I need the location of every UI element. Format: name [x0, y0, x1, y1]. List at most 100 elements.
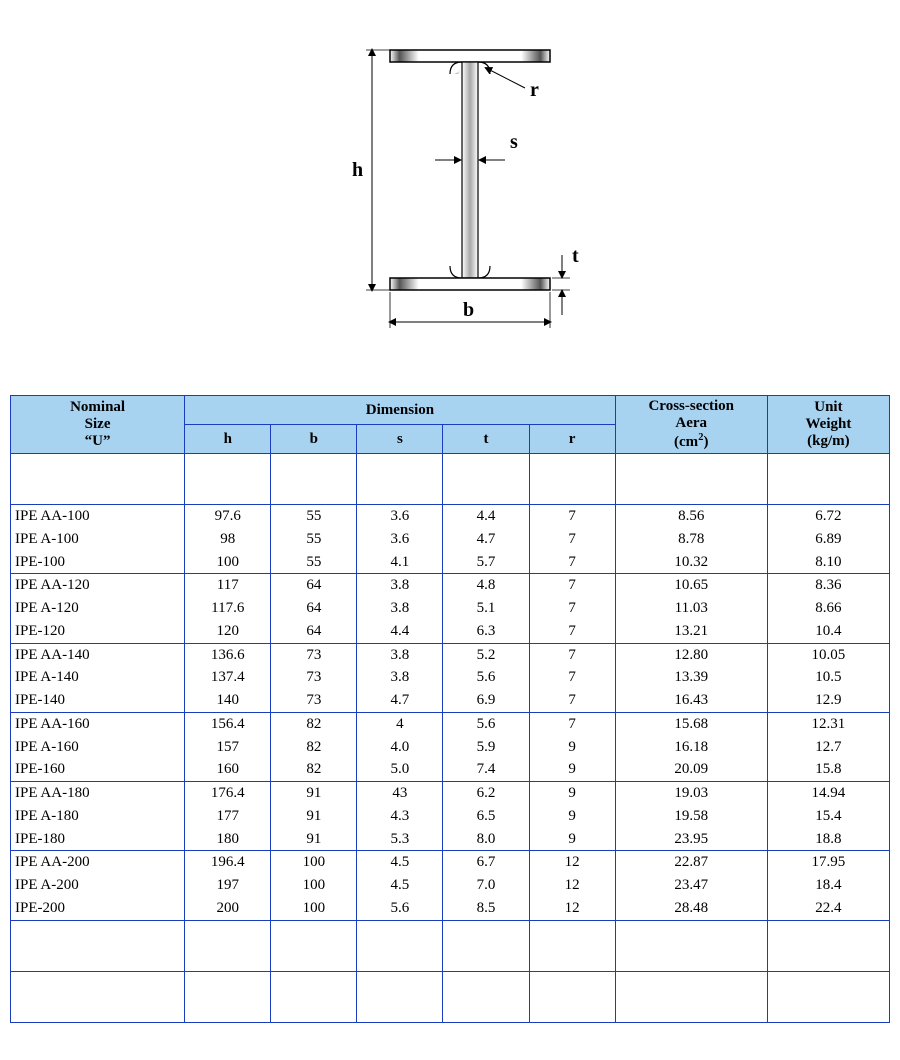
cell-area: 28.48 [615, 897, 767, 920]
cell-h: 137.4 [185, 666, 271, 689]
cell-t: 4.8 [443, 574, 529, 597]
ibeam-diagram: h b s t r [10, 10, 890, 395]
cell-s: 3.8 [357, 666, 443, 689]
table-row: IPE-180180915.38.0923.9518.8 [11, 828, 890, 851]
cell-b: 55 [271, 505, 357, 528]
table-row: IPE AA-160156.48245.6715.6812.31 [11, 712, 890, 735]
cell-h: 160 [185, 758, 271, 781]
ibeam-shape [390, 50, 550, 290]
cell-r: 9 [529, 805, 615, 828]
cell-s: 4.0 [357, 736, 443, 759]
cell-area: 8.78 [615, 528, 767, 551]
cell-nominal: IPE-180 [11, 828, 185, 851]
cell-b: 64 [271, 620, 357, 643]
cell-wt: 10.5 [767, 666, 889, 689]
label-s: s [510, 131, 518, 153]
cell-s: 5.0 [357, 758, 443, 781]
table-row: IPE A-160157824.05.9916.1812.7 [11, 736, 890, 759]
cell-wt: 6.89 [767, 528, 889, 551]
cell-r: 7 [529, 505, 615, 528]
cell-b: 73 [271, 643, 357, 666]
cell-s: 3.6 [357, 528, 443, 551]
spacer-row [11, 920, 890, 971]
table-row: IPE-120120644.46.3713.2110.4 [11, 620, 890, 643]
cell-wt: 8.66 [767, 597, 889, 620]
cell-t: 6.2 [443, 782, 529, 805]
cell-wt: 14.94 [767, 782, 889, 805]
cell-b: 82 [271, 758, 357, 781]
cell-wt: 15.4 [767, 805, 889, 828]
cell-h: 176.4 [185, 782, 271, 805]
cell-h: 197 [185, 874, 271, 897]
cell-s: 5.6 [357, 897, 443, 920]
cell-area: 13.39 [615, 666, 767, 689]
cell-s: 3.6 [357, 505, 443, 528]
cell-h: 200 [185, 897, 271, 920]
cell-wt: 8.10 [767, 551, 889, 574]
cell-area: 16.18 [615, 736, 767, 759]
cell-t: 5.1 [443, 597, 529, 620]
cell-s: 3.8 [357, 597, 443, 620]
cell-h: 98 [185, 528, 271, 551]
cell-r: 9 [529, 758, 615, 781]
cell-nominal: IPE A-100 [11, 528, 185, 551]
cell-nominal: IPE A-120 [11, 597, 185, 620]
cell-area: 22.87 [615, 851, 767, 874]
cell-nominal: IPE-120 [11, 620, 185, 643]
cell-r: 7 [529, 712, 615, 735]
table-row: IPE AA-180176.491436.2919.0314.94 [11, 782, 890, 805]
cell-nominal: IPE A-180 [11, 805, 185, 828]
cell-b: 100 [271, 897, 357, 920]
table-header: Nominal Size “U” Dimension Cross-section… [11, 396, 890, 454]
cell-area: 11.03 [615, 597, 767, 620]
cell-h: 100 [185, 551, 271, 574]
label-r: r [530, 79, 539, 101]
cell-area: 8.56 [615, 505, 767, 528]
cell-wt: 6.72 [767, 505, 889, 528]
cell-s: 3.8 [357, 574, 443, 597]
cell-h: 156.4 [185, 712, 271, 735]
cell-area: 12.80 [615, 643, 767, 666]
table-row: IPE AA-140136.6733.85.2712.8010.05 [11, 643, 890, 666]
table-row: IPE-100100554.15.7710.328.10 [11, 551, 890, 574]
cell-nominal: IPE-160 [11, 758, 185, 781]
table-row: IPE-140140734.76.9716.4312.9 [11, 689, 890, 712]
cell-t: 7.0 [443, 874, 529, 897]
spacer-row [11, 454, 890, 505]
cell-b: 55 [271, 528, 357, 551]
cell-area: 19.58 [615, 805, 767, 828]
table-row: IPE AA-10097.6553.64.478.566.72 [11, 505, 890, 528]
cell-t: 5.9 [443, 736, 529, 759]
cell-b: 91 [271, 828, 357, 851]
cell-t: 8.0 [443, 828, 529, 851]
hdr-r: r [529, 425, 615, 454]
dim-t: t [552, 245, 579, 315]
cell-r: 9 [529, 828, 615, 851]
label-t: t [572, 245, 579, 267]
cell-r: 7 [529, 620, 615, 643]
cell-wt: 18.4 [767, 874, 889, 897]
cell-b: 64 [271, 574, 357, 597]
table-row: IPE AA-200196.41004.56.71222.8717.95 [11, 851, 890, 874]
cell-b: 100 [271, 851, 357, 874]
cell-b: 73 [271, 666, 357, 689]
cell-wt: 12.9 [767, 689, 889, 712]
cell-b: 73 [271, 689, 357, 712]
cell-h: 97.6 [185, 505, 271, 528]
hdr-t: t [443, 425, 529, 454]
cell-r: 7 [529, 689, 615, 712]
cell-h: 117 [185, 574, 271, 597]
cell-b: 82 [271, 736, 357, 759]
cell-r: 9 [529, 782, 615, 805]
cell-r: 12 [529, 851, 615, 874]
cell-h: 136.6 [185, 643, 271, 666]
cell-s: 3.8 [357, 643, 443, 666]
cell-s: 4.7 [357, 689, 443, 712]
cell-wt: 17.95 [767, 851, 889, 874]
cell-area: 15.68 [615, 712, 767, 735]
cell-h: 140 [185, 689, 271, 712]
cell-r: 9 [529, 736, 615, 759]
table-row: IPE AA-120117643.84.8710.658.36 [11, 574, 890, 597]
table-row: IPE-2002001005.68.51228.4822.4 [11, 897, 890, 920]
cell-s: 4.5 [357, 874, 443, 897]
